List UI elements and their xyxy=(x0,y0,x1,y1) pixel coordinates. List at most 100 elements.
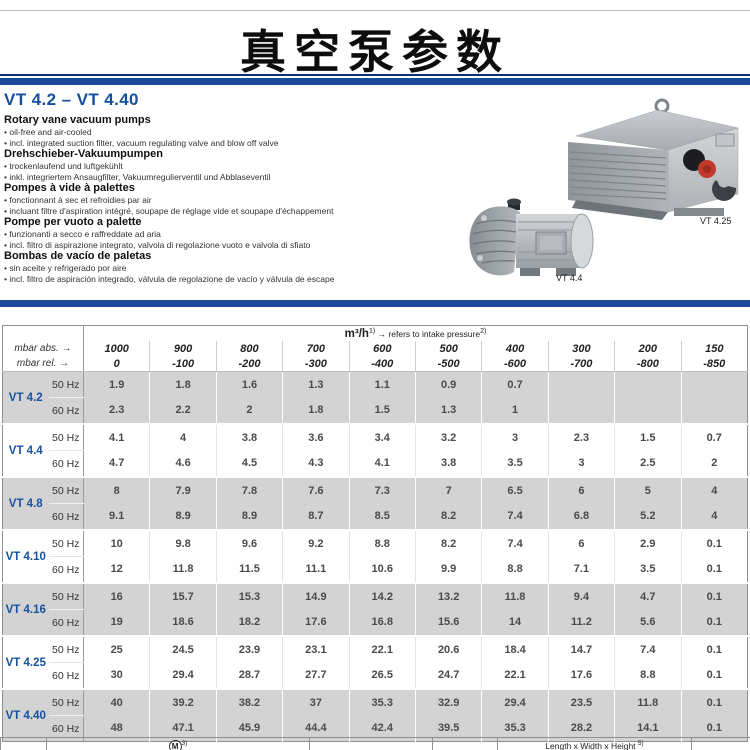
hz-label-cell: 50 Hz xyxy=(48,635,84,663)
value-cell: 0.1 xyxy=(680,529,748,557)
model-row-50hz: VT 4.10 50 Hz 10 9.8 9.6 9.2 8.8 8.2 7.4 6 2.9 0.1 xyxy=(2,529,748,583)
value-cell: 1.8 xyxy=(282,397,350,424)
value-cell: 3.5 xyxy=(614,556,682,583)
model-row-60hz: 60 Hz 9.1 8.9 8.9 8.7 8.5 8.2 7.4 6.8 5.2 4 xyxy=(3,503,748,530)
description-bullet: incl. integrated suction filter, vacuum … xyxy=(4,138,452,149)
pump-illustration-vt44 xyxy=(469,198,594,276)
hz-label-cell: 50 Hz xyxy=(48,371,84,398)
model-row-60hz: 60 Hz 30 29.4 28.7 27.7 26.5 24.7 22.1 17.6 8.8 0.… xyxy=(3,662,748,689)
model-row-60hz: 60 Hz 4.7 4.6 4.5 4.3 4.1 3.8 3.5 3 2.5 2 xyxy=(3,450,748,477)
hz-label-cell: 60 Hz xyxy=(48,556,84,583)
bottom-cell-empty-4 xyxy=(691,737,750,750)
spec-table-wrap: m³/h1) → refers to intake pressure2) mba… xyxy=(2,325,748,742)
value-cell: 10 xyxy=(82,529,150,557)
value-cell: 6.8 xyxy=(547,503,615,530)
value-cell: 18.4 xyxy=(481,635,549,663)
model-name-cell: VT 4.16 xyxy=(2,582,49,636)
motor-header-cell: M 3) xyxy=(46,737,310,750)
value-cell: 20.6 xyxy=(414,635,482,663)
page-title: 真空泵参数 xyxy=(240,25,510,79)
value-cell: 24.7 xyxy=(414,662,482,689)
description-section: Drehschieber-Vakuumpumpentrockenlaufend … xyxy=(4,148,452,182)
pressure-abs-cell: 500 xyxy=(414,341,482,356)
model-range-heading: VT 4.2 – VT 4.40 xyxy=(4,90,139,109)
value-cell: 4.7 xyxy=(82,450,150,477)
value-cell: 39.2 xyxy=(149,688,217,716)
value-cell: 0.7 xyxy=(680,423,748,451)
description-heading: Drehschieber-Vakuumpumpen xyxy=(4,148,163,160)
value-cell: 22.1 xyxy=(481,662,549,689)
model-row-50hz: VT 4.40 50 Hz 40 39.2 38.2 37 35.3 32.9 29.4 23.5… xyxy=(2,688,748,742)
description-section: Bombas de vacío de paletassin aceite y r… xyxy=(4,250,452,284)
spec-table: m³/h1) → refers to intake pressure2) mba… xyxy=(2,325,748,742)
title-divider-thin xyxy=(0,74,750,76)
pressure-rel-cell: 0 xyxy=(82,356,150,372)
pressure-rel-cell: -300 xyxy=(282,356,350,372)
dimensions-header-cell: Length x Width x Height 5) xyxy=(497,737,692,750)
value-cell: 22.1 xyxy=(348,635,416,663)
description-bullet: trockenlaufend und luftgekühlt xyxy=(4,161,452,172)
value-cell: 3.5 xyxy=(481,450,549,477)
header-corner-cell xyxy=(3,326,84,342)
value-cell: 0.1 xyxy=(680,609,748,636)
model-row-60hz: 60 Hz 19 18.6 18.2 17.6 16.8 15.6 14 11.2 5.6 0.1 xyxy=(3,609,748,636)
value-cell: 1.5 xyxy=(348,397,416,424)
mbar-abs-label: mbar abs. → xyxy=(14,343,72,354)
value-cell: 1.8 xyxy=(149,371,217,398)
value-cell: 14.7 xyxy=(547,635,615,663)
value-cell xyxy=(614,397,682,424)
value-cell: 3 xyxy=(547,450,615,477)
value-cell: 4 xyxy=(680,503,748,530)
value-cell: 29.4 xyxy=(149,662,217,689)
value-cell: 25 xyxy=(82,635,150,663)
value-cell: 0.1 xyxy=(680,582,748,610)
model-row-60hz: 60 Hz 2.3 2.2 2 1.8 1.5 1.3 1 xyxy=(3,397,748,424)
value-cell: 8.8 xyxy=(481,556,549,583)
description-heading: Pompes à vide à palettes xyxy=(4,182,135,194)
value-cell: 4.5 xyxy=(215,450,283,477)
value-cell: 3.2 xyxy=(414,423,482,451)
value-cell: 11.2 xyxy=(547,609,615,636)
value-cell: 0.1 xyxy=(680,635,748,663)
value-cell: 1.3 xyxy=(282,371,350,398)
value-cell: 9.2 xyxy=(282,529,350,557)
value-cell: 15.3 xyxy=(215,582,283,610)
value-cell: 7.1 xyxy=(547,556,615,583)
value-cell: 15.7 xyxy=(149,582,217,610)
value-cell: 0.1 xyxy=(680,688,748,716)
value-cell: 4 xyxy=(149,423,217,451)
value-cell: 12 xyxy=(82,556,150,583)
value-cell: 8.9 xyxy=(215,503,283,530)
footnote-2: 2) xyxy=(480,327,487,335)
value-cell xyxy=(547,371,615,398)
model-row-60hz: 60 Hz 12 11.8 11.5 11.1 10.6 9.9 8.8 7.1 3.5 0.1 xyxy=(3,556,748,583)
value-cell: 9.6 xyxy=(215,529,283,557)
top-rule xyxy=(0,10,750,11)
spec-table-body: VT 4.2 50 Hz 1.9 1.8 1.6 1.3 1.1 0.9 0.7 60 Hz 2.3… xyxy=(2,371,748,742)
value-cell: 8 xyxy=(82,476,150,504)
value-cell: 4.1 xyxy=(82,423,150,451)
hz-label-cell: 60 Hz xyxy=(48,397,84,424)
pressure-abs-cell: 600 xyxy=(348,341,416,356)
value-cell: 9.4 xyxy=(547,582,615,610)
hz-label-cell: 50 Hz xyxy=(48,582,84,610)
value-cell: 3.8 xyxy=(215,423,283,451)
description-bullet: incl. filtro di aspirazione integrato, v… xyxy=(4,240,452,251)
value-cell: 6 xyxy=(547,476,615,504)
title-divider-thick xyxy=(0,78,750,85)
value-cell: 11.5 xyxy=(215,556,283,583)
model-name-cell: VT 4.25 xyxy=(2,635,49,689)
description-section: Rotary vane vacuum pumpsoil-free and air… xyxy=(4,114,452,148)
value-cell: 4.1 xyxy=(348,450,416,477)
pressure-rel-cell: -800 xyxy=(614,356,682,372)
bottom-cell-empty-1 xyxy=(1,738,47,750)
pressure-abs-cell: 1000 xyxy=(82,341,150,356)
value-cell: 2.2 xyxy=(149,397,217,424)
motor-symbol-icon: M xyxy=(168,740,182,750)
value-cell: 23.9 xyxy=(215,635,283,663)
pressure-rel-cell: -200 xyxy=(215,356,283,372)
value-cell: 3.4 xyxy=(348,423,416,451)
description-heading: Rotary vane vacuum pumps xyxy=(4,114,151,126)
bottom-table-wrap: M 3) Length x Width x Height 5) xyxy=(0,737,750,750)
descriptions: Rotary vane vacuum pumpsoil-free and air… xyxy=(4,114,452,284)
